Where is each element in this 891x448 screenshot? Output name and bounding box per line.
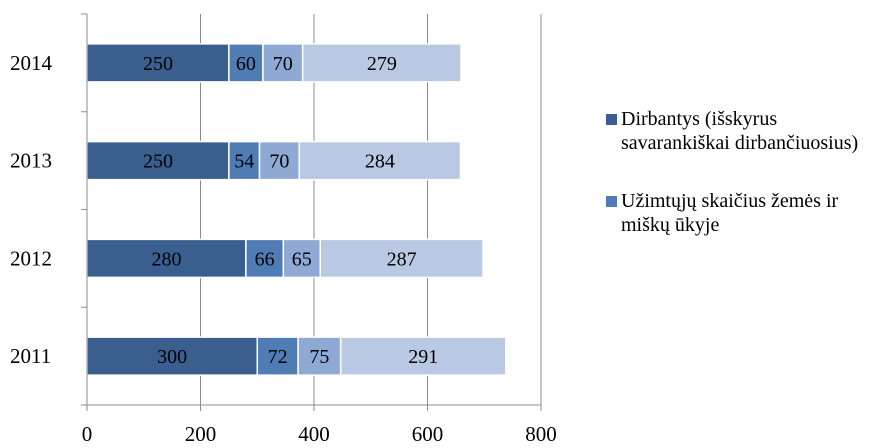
bar-segment-1 [86, 140, 230, 181]
category-label: 2011 [10, 344, 51, 368]
x-tick-label: 600 [412, 422, 444, 446]
bar-data-label: 280 [151, 248, 181, 270]
x-tick-label: 200 [185, 422, 217, 446]
bar-data-label: 70 [269, 151, 289, 173]
bar-segment-3 [282, 238, 321, 279]
bars: 250 60 70 279 250 54 70 284 280 66 65 287 300 72 75 291 [86, 43, 507, 376]
bar-segment-3 [258, 140, 300, 181]
bar-data-label: 54 [234, 151, 254, 173]
bar-segment-4 [339, 336, 507, 376]
legend-swatch-uzimtuju [606, 196, 617, 207]
bar-segment-2 [256, 336, 299, 376]
bar-data-label: 250 [143, 151, 173, 173]
bar-data-label: 70 [273, 53, 293, 75]
bar-data-label: 250 [143, 53, 173, 75]
bar-segment-2 [228, 140, 261, 181]
legend-entry-dirbantys: Dirbantys (išskyrus savarankiškai dirban… [604, 107, 889, 155]
category-label: 2012 [10, 246, 52, 270]
legend-swatch-dirbantys [606, 114, 617, 125]
bar-segment-4 [298, 140, 462, 181]
legend-label-dirbantys: Dirbantys (išskyrus savarankiškai dirban… [621, 108, 859, 154]
category-label: 2013 [10, 149, 52, 173]
bar-segment-3 [297, 336, 342, 376]
bar-segment-1 [86, 43, 230, 83]
bar-data-label: 300 [157, 346, 187, 368]
bar-segment-4 [319, 238, 484, 279]
bar-data-label: 287 [387, 248, 417, 270]
x-tick-label: 400 [298, 422, 330, 446]
legend-entry-uzimtuju: Užimtųjų skaičius žemės ir miškų ūkyje [604, 189, 889, 237]
bar-data-label: 60 [236, 53, 256, 75]
legend: Dirbantys (išskyrus savarankiškai dirban… [604, 107, 889, 271]
bar-segment-3 [262, 43, 304, 83]
bar-data-label: 75 [309, 346, 329, 368]
bar-data-label: 72 [268, 346, 288, 368]
x-tick-label: 800 [525, 422, 557, 446]
tick-labels: 0 200 400 600 800 2014 2013 2012 2011 [10, 51, 557, 446]
bar-data-label: 279 [367, 53, 397, 75]
bar-segment-4 [301, 43, 462, 83]
bar-data-label: 291 [408, 346, 438, 368]
axes [81, 13, 542, 411]
bar-data-label: 284 [365, 151, 395, 173]
legend-label-uzimtuju: Užimtųjų skaičius žemės ir miškų ūkyje [621, 190, 839, 236]
category-label: 2014 [10, 51, 53, 75]
bar-segment-1 [86, 238, 247, 279]
x-tick-label: 0 [82, 422, 93, 446]
bar-segment-1 [86, 336, 258, 376]
bar-segment-2 [245, 238, 285, 279]
bar-data-label: 65 [292, 248, 312, 270]
bar-data-label: 66 [255, 248, 275, 270]
